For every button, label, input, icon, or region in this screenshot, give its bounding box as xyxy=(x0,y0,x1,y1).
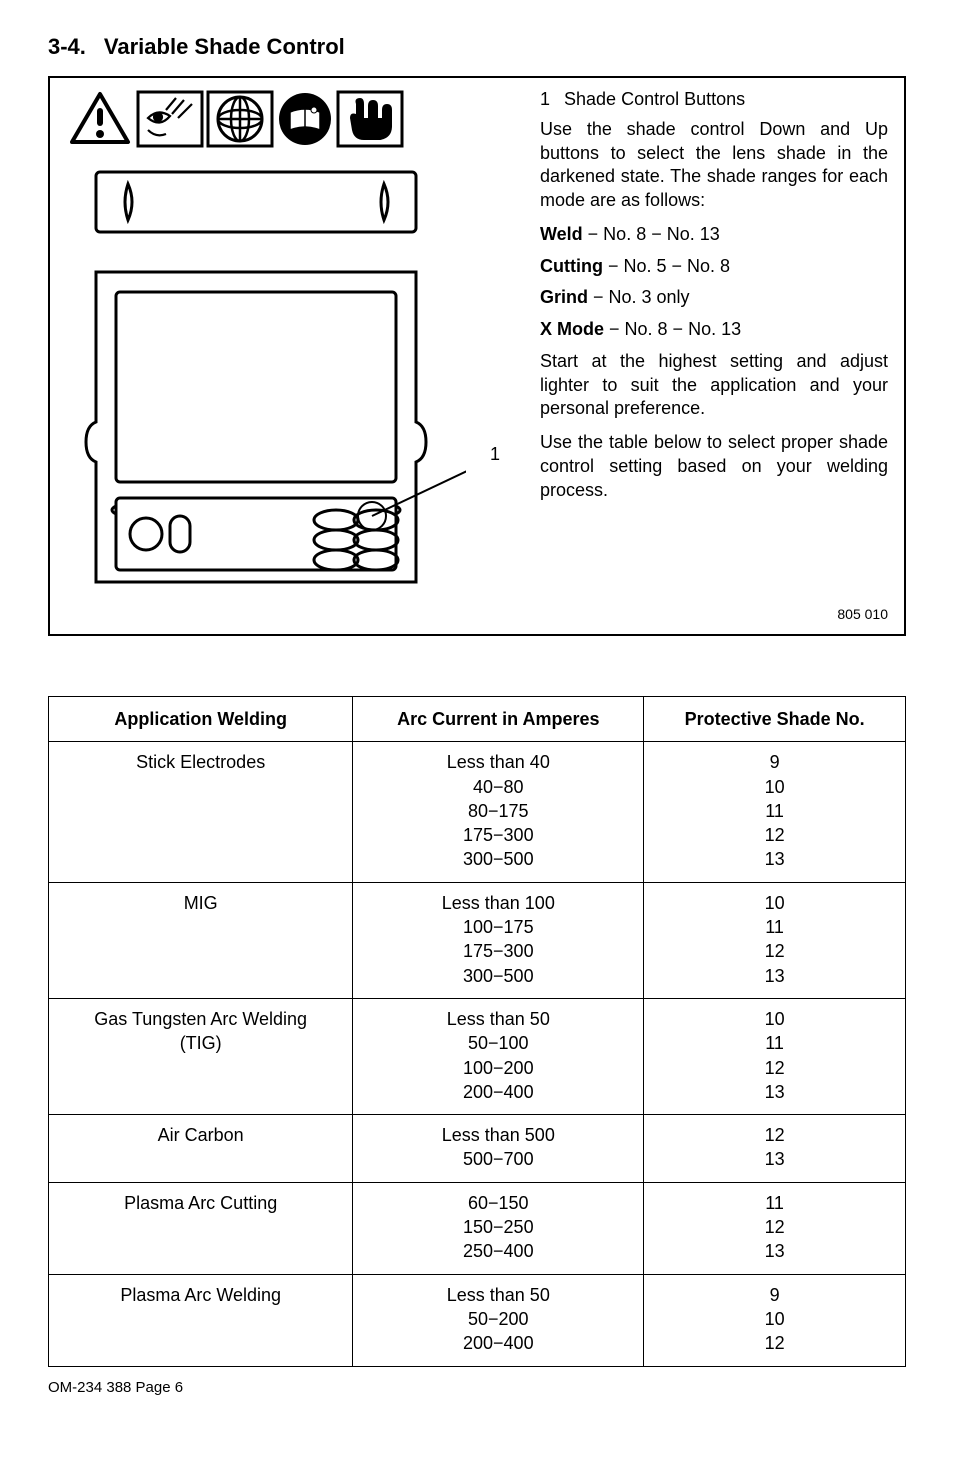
figure-reference-number: 805 010 xyxy=(837,606,888,622)
table-cell: 91012 xyxy=(644,1274,906,1366)
table-cell: 10111213 xyxy=(644,998,906,1114)
table-cell: 60−150150−250250−400 xyxy=(353,1182,644,1274)
cutting-label: Cutting xyxy=(540,256,603,276)
table-row: Air CarbonLess than 500500−7001213 xyxy=(49,1115,906,1183)
section-heading: 3-4. Variable Shade Control xyxy=(48,34,906,60)
shade-table: Application Welding Arc Current in Amper… xyxy=(48,696,906,1367)
table-cell: 10111213 xyxy=(644,882,906,998)
table-cell: Less than 100100−175175−300300−500 xyxy=(353,882,644,998)
hand-press-icon xyxy=(336,90,404,148)
table-cell: Less than 5050−100100−200200−400 xyxy=(353,998,644,1114)
table-body: Stick ElectrodesLess than 4040−8080−1751… xyxy=(49,742,906,1366)
table-cell: MIG xyxy=(49,882,353,998)
eye-hazard-icon xyxy=(136,90,204,148)
read-manual-icon xyxy=(276,90,334,148)
table-cell: Gas Tungsten Arc Welding(TIG) xyxy=(49,998,353,1114)
table-row: Plasma Arc Cutting60−150150−250250−40011… xyxy=(49,1182,906,1274)
table-cell: Less than 4040−8080−175175−300300−500 xyxy=(353,742,644,882)
table-cell: Less than 5050−200200−400 xyxy=(353,1274,644,1366)
grind-line: Grind − No. 3 only xyxy=(540,286,888,310)
table-cell: Less than 500500−700 xyxy=(353,1115,644,1183)
grind-value: − No. 3 only xyxy=(588,287,690,307)
th-application: Application Welding xyxy=(49,697,353,742)
table-row: Plasma Arc WeldingLess than 5050−200200−… xyxy=(49,1274,906,1366)
table-row: Stick ElectrodesLess than 4040−8080−1751… xyxy=(49,742,906,882)
xmode-value: − No. 8 − No. 13 xyxy=(604,319,741,339)
table-cell: Air Carbon xyxy=(49,1115,353,1183)
table-cell: 910111213 xyxy=(644,742,906,882)
heading-title: Variable Shade Control xyxy=(104,34,345,59)
xmode-line: X Mode − No. 8 − No. 13 xyxy=(540,318,888,342)
callout-1-label: 1 xyxy=(490,444,500,465)
heading-number: 3-4. xyxy=(48,34,86,60)
table-row: MIGLess than 100100−175175−300300−500101… xyxy=(49,882,906,998)
paragraph-1: Use the shade control Down and Up button… xyxy=(540,118,888,213)
weld-value: − No. 8 − No. 13 xyxy=(583,224,720,244)
item-1-label: Shade Control Buttons xyxy=(564,88,745,112)
page-footer: OM-234 388 Page 6 xyxy=(48,1379,906,1396)
weld-line: Weld − No. 8 − No. 13 xyxy=(540,223,888,247)
table-row: Gas Tungsten Arc Welding(TIG)Less than 5… xyxy=(49,998,906,1114)
paragraph-2: Start at the highest setting and adjust … xyxy=(540,350,888,421)
figure-text: 1 Shade Control Buttons Use the shade co… xyxy=(540,88,888,512)
table-cell: Plasma Arc Cutting xyxy=(49,1182,353,1274)
cutting-line: Cutting − No. 5 − No. 8 xyxy=(540,255,888,279)
th-amperes: Arc Current in Amperes xyxy=(353,697,644,742)
paragraph-3: Use the table below to select proper sha… xyxy=(540,431,888,502)
table-cell: Stick Electrodes xyxy=(49,742,353,882)
table-cell: 1213 xyxy=(644,1115,906,1183)
globe-icon xyxy=(206,90,274,148)
grind-label: Grind xyxy=(540,287,588,307)
table-header-row: Application Welding Arc Current in Amper… xyxy=(49,697,906,742)
table-cell: 111213 xyxy=(644,1182,906,1274)
th-shade: Protective Shade No. xyxy=(644,697,906,742)
warning-icon xyxy=(66,90,134,148)
figure-box: 1 1 Shade Control Buttons Use the shade … xyxy=(48,76,906,636)
table-cell: Plasma Arc Welding xyxy=(49,1274,353,1366)
xmode-label: X Mode xyxy=(540,319,604,339)
item-1-number: 1 xyxy=(540,88,550,112)
weld-label: Weld xyxy=(540,224,583,244)
cutting-value: − No. 5 − No. 8 xyxy=(603,256,730,276)
